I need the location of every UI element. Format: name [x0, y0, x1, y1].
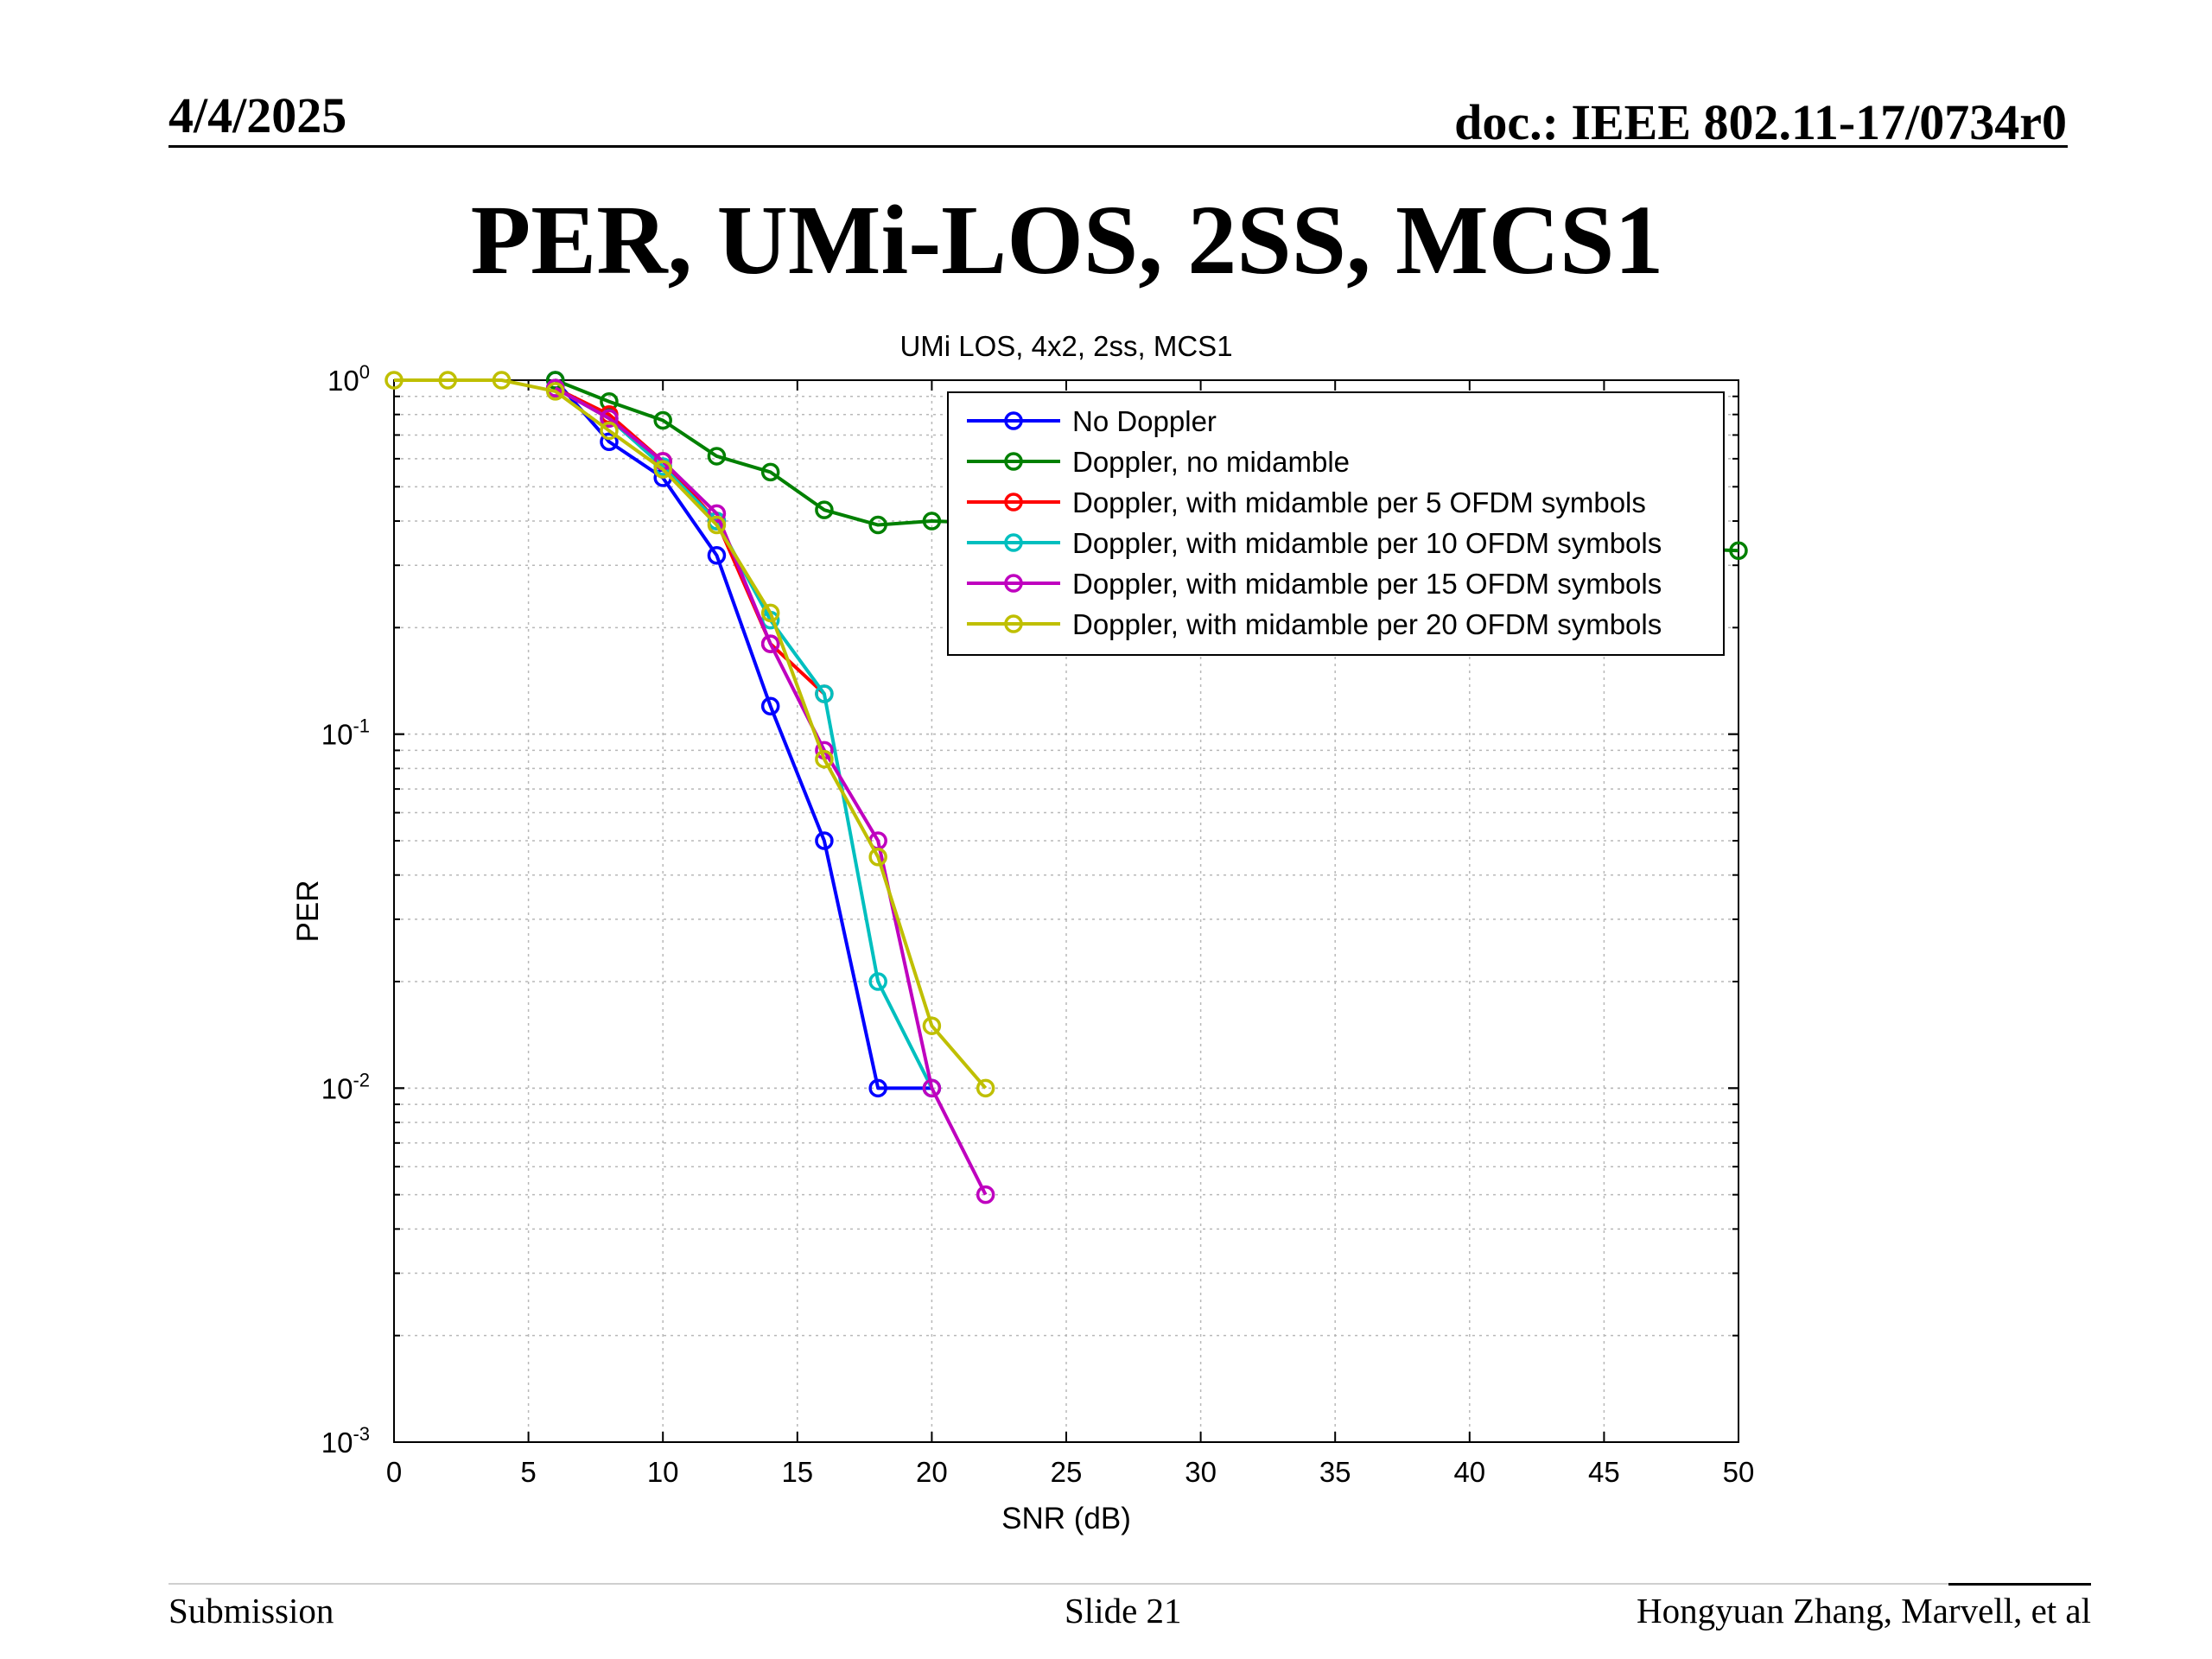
- y-tick-exponent: -3: [353, 1423, 370, 1445]
- data-point: [600, 421, 619, 441]
- y-tick-label: 100: [327, 361, 370, 397]
- x-tick-label: 25: [1051, 1456, 1083, 1488]
- data-point: [868, 1078, 887, 1098]
- data-point: [600, 432, 619, 452]
- data-point: [815, 831, 834, 850]
- series-line: [554, 386, 934, 1090]
- data-point: [760, 634, 780, 653]
- data-point: [438, 371, 457, 390]
- data-point: [868, 972, 887, 991]
- data-point: [922, 1078, 942, 1098]
- data-point: [760, 603, 780, 623]
- footer-rule: [168, 1583, 2087, 1585]
- legend-label: No Doppler: [1072, 405, 1217, 437]
- series-line: [554, 378, 1739, 553]
- legend-swatch-marker: [1004, 493, 1023, 512]
- data-point: [600, 409, 619, 428]
- chart-title: UMi LOS, 4x2, 2ss, MCS1: [899, 330, 1232, 362]
- x-tick-label: 30: [1185, 1456, 1217, 1488]
- x-axis-label: SNR (dB): [1001, 1502, 1131, 1535]
- data-point: [653, 460, 672, 479]
- legend-item: No Doppler: [967, 405, 1217, 437]
- x-tick-label: 45: [1588, 1456, 1620, 1488]
- data-point: [976, 1078, 995, 1098]
- legend-label: Doppler, with midamble per 20 OFDM symbo…: [1072, 608, 1662, 640]
- x-tick-label: 35: [1319, 1456, 1351, 1488]
- y-tick-exponent: 0: [359, 361, 370, 383]
- header-date: 4/4/2025: [168, 87, 347, 143]
- data-point: [545, 382, 565, 401]
- y-tick-label: 10-3: [321, 1423, 370, 1459]
- data-point: [815, 684, 834, 703]
- x-tick-label: 40: [1453, 1456, 1485, 1488]
- legend-box: [947, 391, 1725, 656]
- legend-label: Doppler, with midamble per 5 OFDM symbol…: [1072, 486, 1646, 518]
- data-point: [492, 371, 512, 390]
- legend-label: Doppler, with midamble per 15 OFDM symbo…: [1072, 568, 1662, 600]
- series-line: [554, 386, 826, 696]
- data-point: [868, 515, 887, 535]
- data-point: [922, 512, 942, 531]
- data-point: [760, 462, 780, 482]
- y-tick-label: 10-2: [321, 1069, 370, 1104]
- y-tick-exponent: -1: [353, 715, 370, 737]
- x-tick-label: 50: [1723, 1456, 1755, 1488]
- data-point: [707, 545, 727, 565]
- legend-label: Doppler, no midamble: [1072, 446, 1350, 478]
- legend-item: Doppler, with midamble per 10 OFDM symbo…: [967, 527, 1662, 559]
- data-point: [1729, 541, 1748, 560]
- data-point: [707, 447, 727, 466]
- x-tick-label: 20: [916, 1456, 948, 1488]
- data-point: [760, 696, 780, 715]
- legend-item: Doppler, no midamble: [967, 446, 1350, 478]
- chart-legend: No Doppler Doppler, no midamble Doppler, w…: [947, 391, 1725, 656]
- y-axis-label: PER: [291, 880, 325, 943]
- data-point: [707, 515, 727, 535]
- data-point: [385, 371, 404, 390]
- data-point: [815, 500, 834, 519]
- series-3: [545, 378, 834, 703]
- legend-swatch-marker: [1004, 574, 1023, 593]
- x-tick-label: 5: [520, 1456, 536, 1488]
- data-point: [815, 749, 834, 769]
- y-tick-base: 10: [321, 719, 353, 751]
- chart-series: [385, 371, 1748, 1205]
- footer-rule-accent: [1948, 1583, 2091, 1586]
- legend-swatch-marker: [1004, 452, 1023, 471]
- y-tick-base: 10: [327, 365, 359, 397]
- header-rule: [168, 145, 2068, 148]
- series-line: [554, 378, 932, 1090]
- data-point: [653, 410, 672, 430]
- x-tick-label: 15: [781, 1456, 813, 1488]
- series-line: [554, 386, 988, 1196]
- x-tick-label: 0: [386, 1456, 402, 1488]
- footer-slide-number: Slide 21: [1065, 1591, 1182, 1630]
- data-point: [976, 1185, 995, 1205]
- series-4: [545, 378, 942, 1098]
- data-point: [868, 847, 887, 867]
- y-tick-label: 10-1: [321, 715, 370, 751]
- series-2: [545, 371, 1748, 560]
- x-tick-label: 10: [647, 1456, 679, 1488]
- legend-swatch-marker: [1004, 533, 1023, 552]
- data-point: [707, 504, 727, 524]
- legend-swatch-marker: [1004, 411, 1023, 430]
- legend-swatch-marker: [1004, 614, 1023, 633]
- header-doc-id: doc.: IEEE 802.11-17/0734r0: [1454, 94, 2067, 150]
- legend-item: Doppler, with midamble per 15 OFDM symbo…: [967, 568, 1662, 600]
- y-tick-exponent: -2: [353, 1069, 370, 1090]
- legend-item: Doppler, with midamble per 20 OFDM symbo…: [967, 608, 1662, 640]
- legend-label: Doppler, with midamble per 10 OFDM symbo…: [1072, 527, 1662, 559]
- data-point: [545, 371, 565, 390]
- legend-item: Doppler, with midamble per 5 OFDM symbol…: [967, 486, 1646, 518]
- footer-submission: Submission: [168, 1591, 334, 1630]
- y-tick-base: 10: [321, 1072, 353, 1104]
- y-tick-base: 10: [321, 1427, 353, 1459]
- series-6: [385, 371, 995, 1098]
- footer-authors: Hongyuan Zhang, Marvell, et al: [1636, 1591, 2091, 1630]
- data-point: [922, 1016, 942, 1035]
- slide-title: PER, UMi-LOS, 2SS, MCS1: [470, 185, 1664, 295]
